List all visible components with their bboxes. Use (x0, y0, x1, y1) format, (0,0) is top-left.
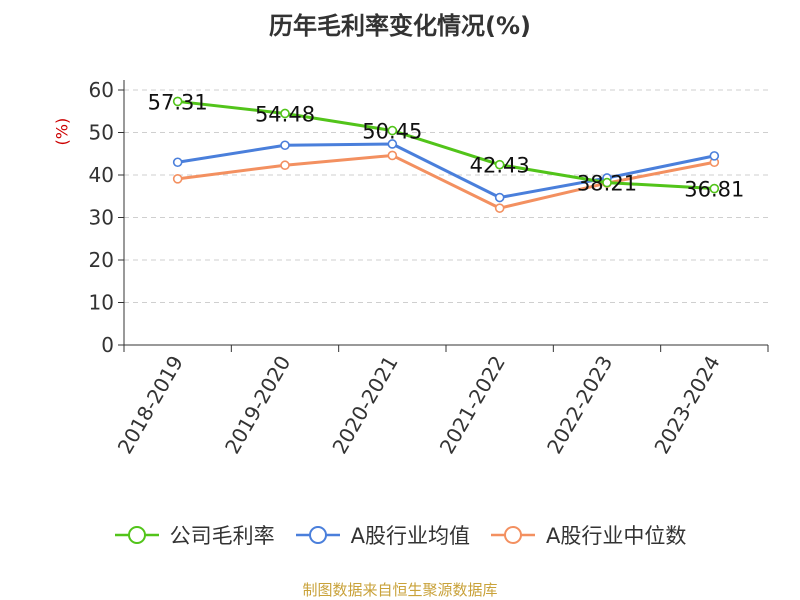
series-0-point-5 (709, 183, 720, 194)
legend-swatch-1 (295, 523, 341, 547)
x-tick-label-5: 2023-2024 (649, 352, 724, 458)
series-2-point-1 (280, 160, 290, 171)
series-2-point-3 (494, 203, 505, 213)
y-tick-label-2: 20 (89, 248, 114, 272)
x-tick-label-3: 2021-2022 (435, 351, 510, 457)
y-tick-label-3: 30 (89, 206, 114, 230)
legend-swatch-graphic-2 (491, 526, 535, 544)
series-line-1 (177, 142, 715, 200)
data-label-0: 57.31 (148, 90, 208, 114)
series-2-point-0 (172, 174, 183, 184)
series-0-point-3 (494, 159, 505, 170)
y-tick-label-5: 50 (89, 121, 114, 145)
legend-swatch-0 (114, 523, 160, 547)
x-tick-label-0: 2018-2019 (113, 352, 188, 458)
legend-swatch-graphic-0 (114, 526, 159, 544)
y-tick-label-0: 0 (101, 333, 114, 357)
data-label-2: 50.45 (362, 120, 422, 144)
data-label-5: 36.81 (684, 178, 744, 202)
series-1-point-3 (494, 192, 505, 203)
legend-item-1[interactable]: A股行业均值 (295, 520, 470, 550)
x-tick-label-4: 2022-2023 (542, 352, 617, 458)
legend-label-2: A股行业中位数 (546, 524, 687, 548)
series-0-point-1 (280, 108, 290, 119)
series-1-point-5 (709, 151, 720, 161)
y-tick-label-6: 60 (89, 78, 114, 102)
legend-item-2[interactable]: A股行业中位数 (490, 520, 686, 550)
legend-swatch-2 (490, 523, 536, 547)
series-0-point-4 (602, 177, 612, 188)
x-tick-label-1: 2019-2020 (220, 352, 295, 458)
series-1-point-1 (280, 140, 290, 151)
legend-item-0[interactable]: 公司毛利率 (114, 520, 275, 550)
series-2-point-2 (387, 150, 398, 161)
legend-swatch-marker-0 (127, 526, 146, 544)
series-line-2 (177, 153, 715, 210)
series-1-point-2 (387, 139, 398, 149)
legend-swatch-marker-2 (504, 526, 522, 544)
source-footer: 制图数据来自恒生聚源数据库 (302, 581, 498, 599)
legend-swatch-marker-1 (308, 526, 327, 544)
legend-label-1: A股行业均值 (350, 524, 470, 548)
series-0-point-2 (387, 125, 398, 136)
series-1-point-0 (172, 157, 183, 168)
series-0-point-0 (172, 96, 183, 107)
y-tick-label-4: 40 (89, 163, 114, 187)
chart-title: 历年毛利率变化情况(%) (269, 12, 531, 40)
y-tick-label-1: 10 (89, 291, 114, 315)
data-label-1: 54.48 (255, 102, 315, 126)
legend-swatch-graphic-1 (295, 526, 340, 544)
legend: 公司毛利率 A股行业均值 A股行业中位数 (0, 520, 800, 550)
legend-label-0: 公司毛利率 (169, 524, 275, 548)
series-line-0 (177, 99, 715, 191)
data-label-4: 38.21 (577, 172, 637, 196)
x-tick-label-2: 2020-2021 (327, 352, 402, 458)
data-label-3: 42.43 (470, 154, 530, 178)
